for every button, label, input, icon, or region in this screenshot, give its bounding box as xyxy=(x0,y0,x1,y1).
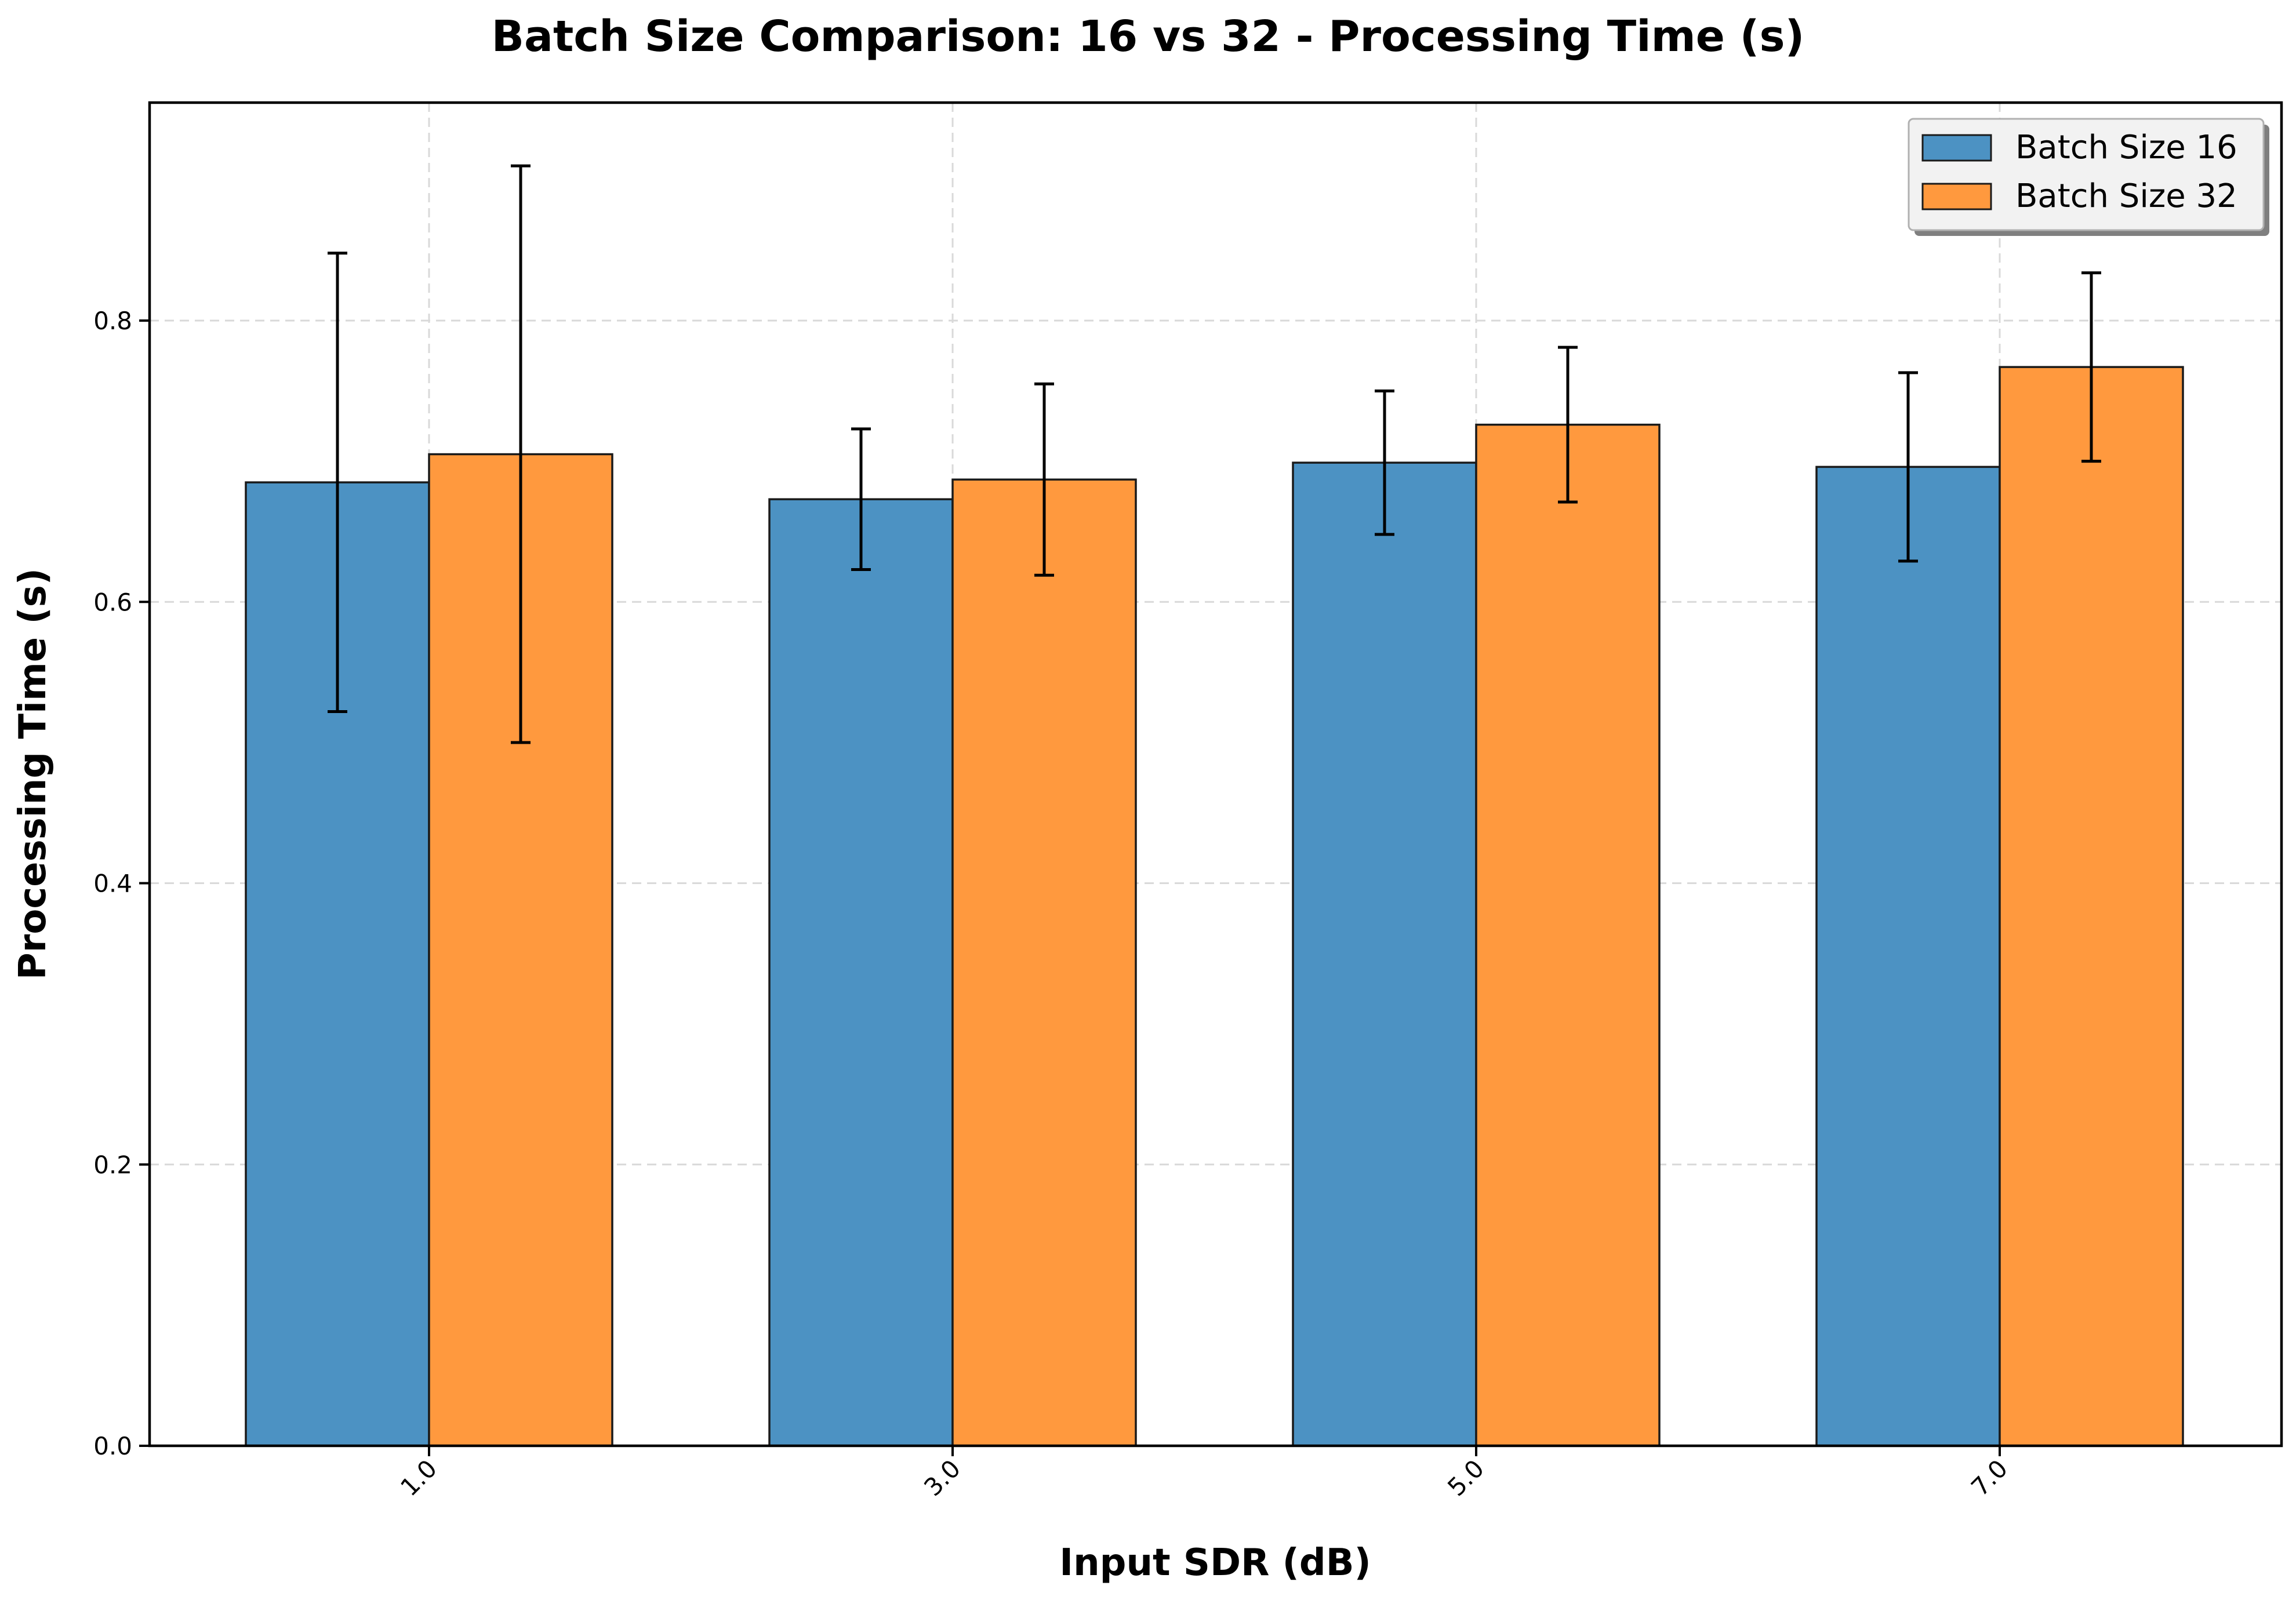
error-bar xyxy=(328,252,347,714)
error-bar xyxy=(1375,389,1394,536)
bar-batch16-5.0 xyxy=(1292,461,1477,1447)
bar-batch32-3.0 xyxy=(951,478,1137,1447)
bar-batch32-5.0 xyxy=(1475,423,1661,1447)
y-tick-label: 0.6 xyxy=(93,588,132,616)
bar-batch16-3.0 xyxy=(768,498,954,1447)
bar-batch32-7.0 xyxy=(1999,366,2184,1447)
y-axis-label: Processing Time (s) xyxy=(12,568,55,980)
error-bar xyxy=(1034,382,1054,577)
legend: Batch Size 16 Batch Size 32 xyxy=(1908,118,2269,236)
y-axis: 0.0 0.2 0.4 0.6 0.8 xyxy=(93,307,150,1460)
x-tick-label: 7.0 xyxy=(1966,1454,2013,1501)
legend-swatch xyxy=(1921,134,1992,162)
y-tick-label: 0.0 xyxy=(93,1432,132,1460)
x-tick-label: 1.0 xyxy=(395,1454,442,1501)
error-bar xyxy=(2081,271,2101,463)
error-bars-layer xyxy=(328,164,2101,744)
y-tick-label: 0.8 xyxy=(93,307,132,335)
legend-box xyxy=(1908,118,2265,231)
x-axis-label: Input SDR (dB) xyxy=(1059,1541,1371,1584)
error-bar xyxy=(1558,346,1578,504)
error-bar xyxy=(1898,371,1918,563)
error-bar xyxy=(511,164,531,744)
bars-layer xyxy=(245,366,2184,1447)
legend-swatch xyxy=(1921,183,1992,210)
chart-title: Batch Size Comparison: 16 vs 32 - Proces… xyxy=(492,12,1805,61)
x-tick-label: 5.0 xyxy=(1442,1454,1490,1501)
x-axis: 1.0 3.0 5.0 7.0 xyxy=(395,1446,2013,1501)
plot-frame xyxy=(148,101,2283,1448)
x-tick-label: 3.0 xyxy=(918,1454,966,1501)
legend-label: Batch Size 16 xyxy=(2015,129,2237,166)
error-bar xyxy=(851,427,871,571)
y-tick-label: 0.4 xyxy=(93,870,132,898)
bar-batch16-7.0 xyxy=(1815,466,2001,1447)
legend-label: Batch Size 32 xyxy=(2015,177,2237,215)
y-tick-label: 0.2 xyxy=(93,1151,132,1179)
